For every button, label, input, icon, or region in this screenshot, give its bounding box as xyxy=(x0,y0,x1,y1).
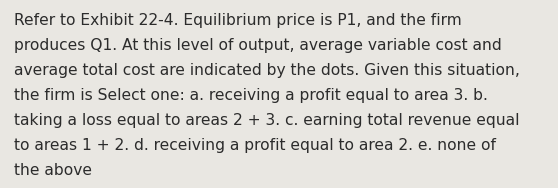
Text: the above: the above xyxy=(14,163,92,178)
Text: the firm is Select one: a. receiving a profit equal to area 3. b.: the firm is Select one: a. receiving a p… xyxy=(14,88,488,103)
Text: average total cost are indicated by the dots. Given this situation,: average total cost are indicated by the … xyxy=(14,63,520,78)
Text: to areas 1 + 2. d. receiving a profit equal to area 2. e. none of: to areas 1 + 2. d. receiving a profit eq… xyxy=(14,138,496,153)
Text: Refer to Exhibit 22-4. Equilibrium price is P1, and the firm: Refer to Exhibit 22-4. Equilibrium price… xyxy=(14,13,461,28)
Text: taking a loss equal to areas 2 + 3. c. earning total revenue equal: taking a loss equal to areas 2 + 3. c. e… xyxy=(14,113,519,128)
Text: produces Q1. At this level of output, average variable cost and: produces Q1. At this level of output, av… xyxy=(14,38,502,53)
